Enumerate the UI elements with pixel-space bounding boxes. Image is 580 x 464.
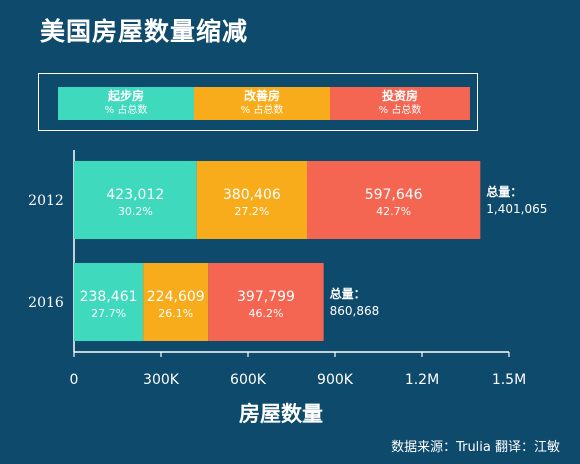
category-label: 2016 <box>28 295 64 311</box>
bar-segment <box>208 263 324 341</box>
bar-segment <box>74 263 144 341</box>
bar-value-label: 597,646 <box>365 187 423 203</box>
x-tick-label: 600K <box>230 372 267 388</box>
x-tick-label: 900K <box>317 372 354 388</box>
bar-value-label: 380,406 <box>223 187 281 203</box>
x-tick-label: 1.5M <box>492 372 526 388</box>
bar-segment <box>196 161 307 239</box>
x-tick-label: 0 <box>70 372 79 388</box>
total-label: 总量： <box>330 286 366 301</box>
bar-value-label: 423,012 <box>106 187 164 203</box>
legend-item-upgrade: 改善房 % 占总数 <box>194 87 330 120</box>
legend-label: 起步房 <box>107 89 144 103</box>
bar-pct-label: 30.2% <box>118 205 153 218</box>
bar-value-label: 224,609 <box>147 289 205 305</box>
chart-title: 美国房屋数量缩减 <box>40 17 249 46</box>
x-axis-title: 房屋数量 <box>239 402 323 426</box>
bar-value-label: 397,799 <box>237 289 295 305</box>
bar-pct-label: 27.7% <box>91 307 126 320</box>
x-tick-label: 1.2M <box>405 372 439 388</box>
legend-sub: % 占总数 <box>240 105 284 116</box>
bar-pct-label: 42.7% <box>376 205 411 218</box>
x-tick-label: 300K <box>143 372 180 388</box>
bar-segment <box>143 263 209 341</box>
total-value: 1,401,065 <box>486 202 547 216</box>
legend-label: 投资房 <box>381 89 418 103</box>
legend-row: 起步房 % 占总数 改善房 % 占总数 投资房 % 占总数 <box>58 87 470 120</box>
bar-pct-label: 46.2% <box>248 307 283 320</box>
total-value: 860,868 <box>330 304 380 318</box>
bar-pct-label: 27.2% <box>234 205 269 218</box>
legend-sub: % 占总数 <box>104 105 148 116</box>
bar-pct-label: 26.1% <box>158 307 193 320</box>
category-label: 2012 <box>28 193 64 209</box>
legend-label: 改善房 <box>243 89 280 103</box>
source-note: 数据来源：Trulia 翻译：江敏 <box>391 440 560 455</box>
legend-sub: % 占总数 <box>378 105 422 116</box>
legend: 起步房 % 占总数 改善房 % 占总数 投资房 % 占总数 <box>38 73 478 131</box>
legend-item-investment: 投资房 % 占总数 <box>330 87 470 120</box>
total-label: 总量： <box>486 184 522 199</box>
bar-value-label: 238,461 <box>80 289 138 305</box>
legend-item-starter: 起步房 % 占总数 <box>58 87 194 120</box>
bar-segment <box>74 161 197 239</box>
bar-segment <box>306 161 481 239</box>
